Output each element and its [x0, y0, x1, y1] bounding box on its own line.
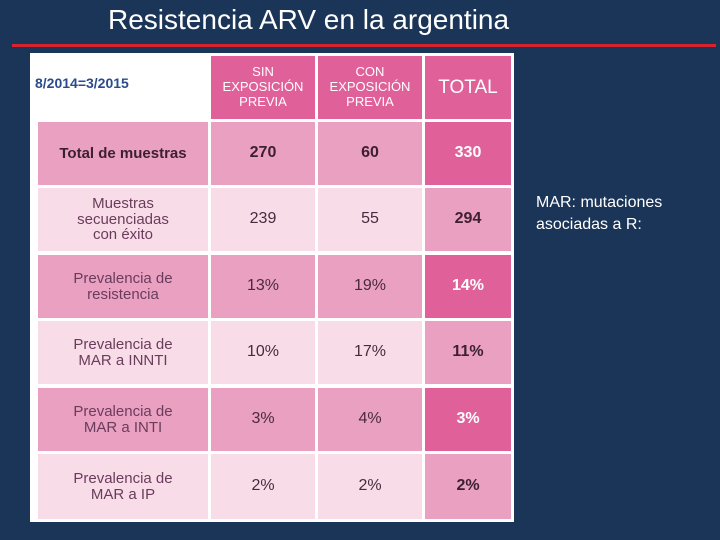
cell-sin-muestras-secuenciadas: 239: [211, 188, 315, 251]
cell-sin-prevalencia-mar-innti: 10%: [211, 321, 315, 384]
header-sin-exposicion: SIN EXPOSICIÓN PREVIA: [211, 56, 315, 119]
cell-sin-total-muestras: 270: [211, 122, 315, 185]
row-label-prevalencia-resistencia: Prevalencia de resistencia: [38, 255, 208, 318]
cell-total-muestras-secuenciadas: 294: [425, 188, 511, 251]
data-table: 8/2014=3/2015 SIN EXPOSICIÓN PREVIA CON …: [30, 53, 514, 522]
cell-con-prevalencia-mar-inti: 4%: [318, 388, 422, 451]
mar-definition-note: MAR: mutaciones asociadas a R:: [536, 194, 663, 233]
row-label-prevalencia-mar-inti: Prevalencia de MAR a INTI: [38, 388, 208, 451]
cell-con-prevalencia-mar-ip: 2%: [318, 454, 422, 519]
cell-total-prevalencia-resistencia: 14%: [425, 255, 511, 318]
header-total: TOTAL: [425, 56, 511, 119]
cell-total-total-muestras: 330: [425, 122, 511, 185]
header-con-exposicion: CON EXPOSICIÓN PREVIA: [318, 56, 422, 119]
row-label-muestras-secuenciadas: Muestras secuenciadas con éxito: [38, 188, 208, 251]
slide-title: Resistencia ARV en la argentina: [108, 4, 510, 35]
cell-con-prevalencia-resistencia: 19%: [318, 255, 422, 318]
cell-con-total-muestras: 60: [318, 122, 422, 185]
row-label-total-muestras: Total de muestras: [38, 122, 208, 185]
cell-total-prevalencia-mar-ip: 2%: [425, 454, 511, 519]
cell-con-prevalencia-mar-innti: 17%: [318, 321, 422, 384]
row-label-prevalencia-mar-innti: Prevalencia de MAR a INNTI: [38, 321, 208, 384]
cell-sin-prevalencia-mar-inti: 3%: [211, 388, 315, 451]
cell-total-prevalencia-mar-inti: 3%: [425, 388, 511, 451]
title-divider: [12, 44, 716, 47]
row-label-prevalencia-mar-ip: Prevalencia de MAR a IP: [38, 454, 208, 519]
date-range-label: 8/2014=3/2015: [35, 75, 129, 91]
cell-sin-prevalencia-resistencia: 13%: [211, 255, 315, 318]
cell-con-muestras-secuenciadas: 55: [318, 188, 422, 251]
cell-sin-prevalencia-mar-ip: 2%: [211, 454, 315, 519]
cell-total-prevalencia-mar-innti: 11%: [425, 321, 511, 384]
